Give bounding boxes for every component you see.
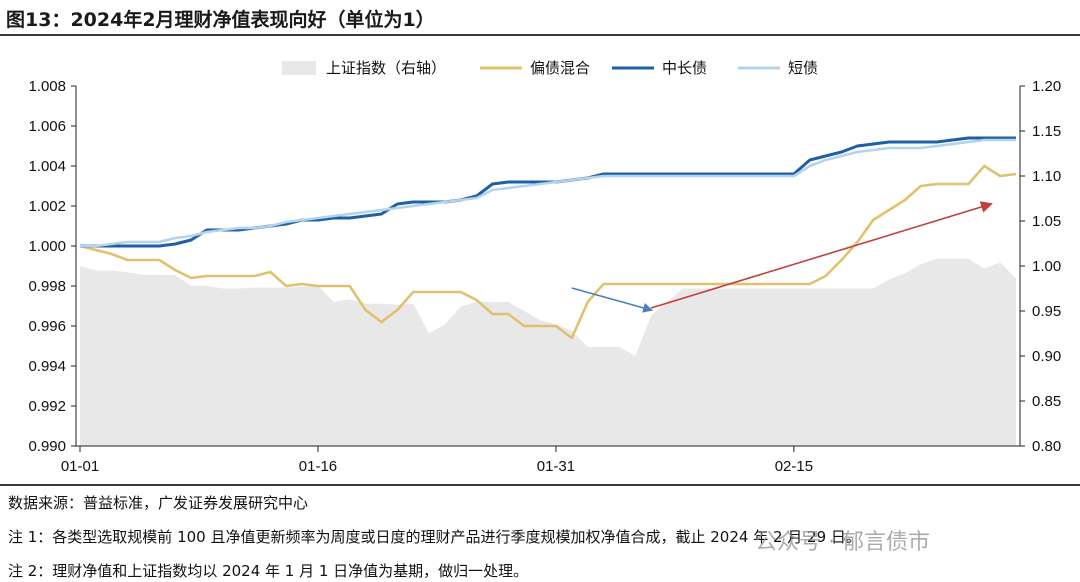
y-left-tick-label: 0.996: [28, 318, 66, 335]
series-area-shanghai-index: [80, 258, 1016, 446]
y-left-tick-label: 0.992: [28, 398, 66, 415]
annotation-layer: [571, 201, 993, 313]
legend-item-3: 短债: [738, 59, 818, 77]
bottom-rule: [0, 484, 1080, 486]
top-rule: [0, 34, 1080, 36]
axes-layer: 0.990 0.992 0.994 0.996 0.998 1.000 1.002 1.004…: [28, 78, 1061, 475]
y-right-tick-label: 1.05: [1032, 213, 1061, 230]
y-left-tick-label: 0.998: [28, 278, 66, 295]
legend-item-1: 偏债混合: [480, 59, 590, 77]
legend: 上证指数（右轴） 偏债混合 中长债 短债: [282, 59, 818, 77]
watermark-text: 公众号 · 郁言债市: [755, 530, 930, 555]
y-left-tick-label: 1.006: [28, 118, 66, 135]
note-1: 注 1：各类型选取规模前 100 且净值更新频率为周度或日度的理财产品进行季度规…: [8, 528, 861, 546]
series-line-1: [79, 164, 1017, 340]
legend-swatch: [282, 61, 316, 75]
line-chart: 0.990 0.992 0.994 0.996 0.998 1.000 1.002 1.004…: [28, 59, 1061, 475]
x-tick-label: 01-16: [299, 458, 337, 475]
x-tick-label: 01-01: [61, 458, 99, 475]
up-arrow: [650, 201, 993, 309]
y-right-tick-label: 0.95: [1032, 303, 1061, 320]
y-right-tick-label: 0.80: [1032, 438, 1061, 455]
page-title: 图13：2024年2月理财净值表现向好（单位为1）: [6, 9, 435, 31]
y-left-tick-label: 0.994: [28, 358, 66, 375]
y-left-tick-label: 1.000: [28, 238, 66, 255]
x-tick-label: 02-15: [775, 458, 813, 475]
legend-item-2: 中长债: [612, 59, 707, 77]
y-left-tick-label: 1.002: [28, 198, 66, 215]
legend-item-0: 上证指数（右轴）: [282, 59, 446, 77]
y-left-tick-label: 0.990: [28, 438, 66, 455]
y-right-tick-label: 1.20: [1032, 78, 1061, 95]
legend-label: 短债: [788, 59, 818, 77]
y-right-tick-label: 0.85: [1032, 393, 1061, 410]
series-line-3: [80, 138, 1016, 248]
legend-label: 中长债: [662, 59, 707, 77]
y-right-tick-label: 0.90: [1032, 348, 1061, 365]
legend-label: 上证指数（右轴）: [326, 59, 446, 77]
y-right-tick-label: 1.10: [1032, 168, 1061, 185]
y-right-tick-label: 1.00: [1032, 258, 1061, 275]
y-left-tick-label: 1.008: [28, 78, 66, 95]
legend-label: 偏债混合: [530, 59, 590, 77]
down-arrow: [571, 287, 654, 313]
y-right-tick-label: 1.15: [1032, 123, 1061, 140]
lines-layer: [79, 136, 1017, 340]
note-2: 注 2：理财净值和上证指数均以 2024 年 1 月 1 日净值为基期，做归一处…: [8, 562, 529, 580]
x-tick-label: 01-31: [537, 458, 575, 475]
source-note: 数据来源：普益标准，广发证券发展研究中心: [8, 494, 309, 512]
area-layer: [80, 258, 1016, 446]
y-left-tick-label: 1.004: [28, 158, 66, 175]
